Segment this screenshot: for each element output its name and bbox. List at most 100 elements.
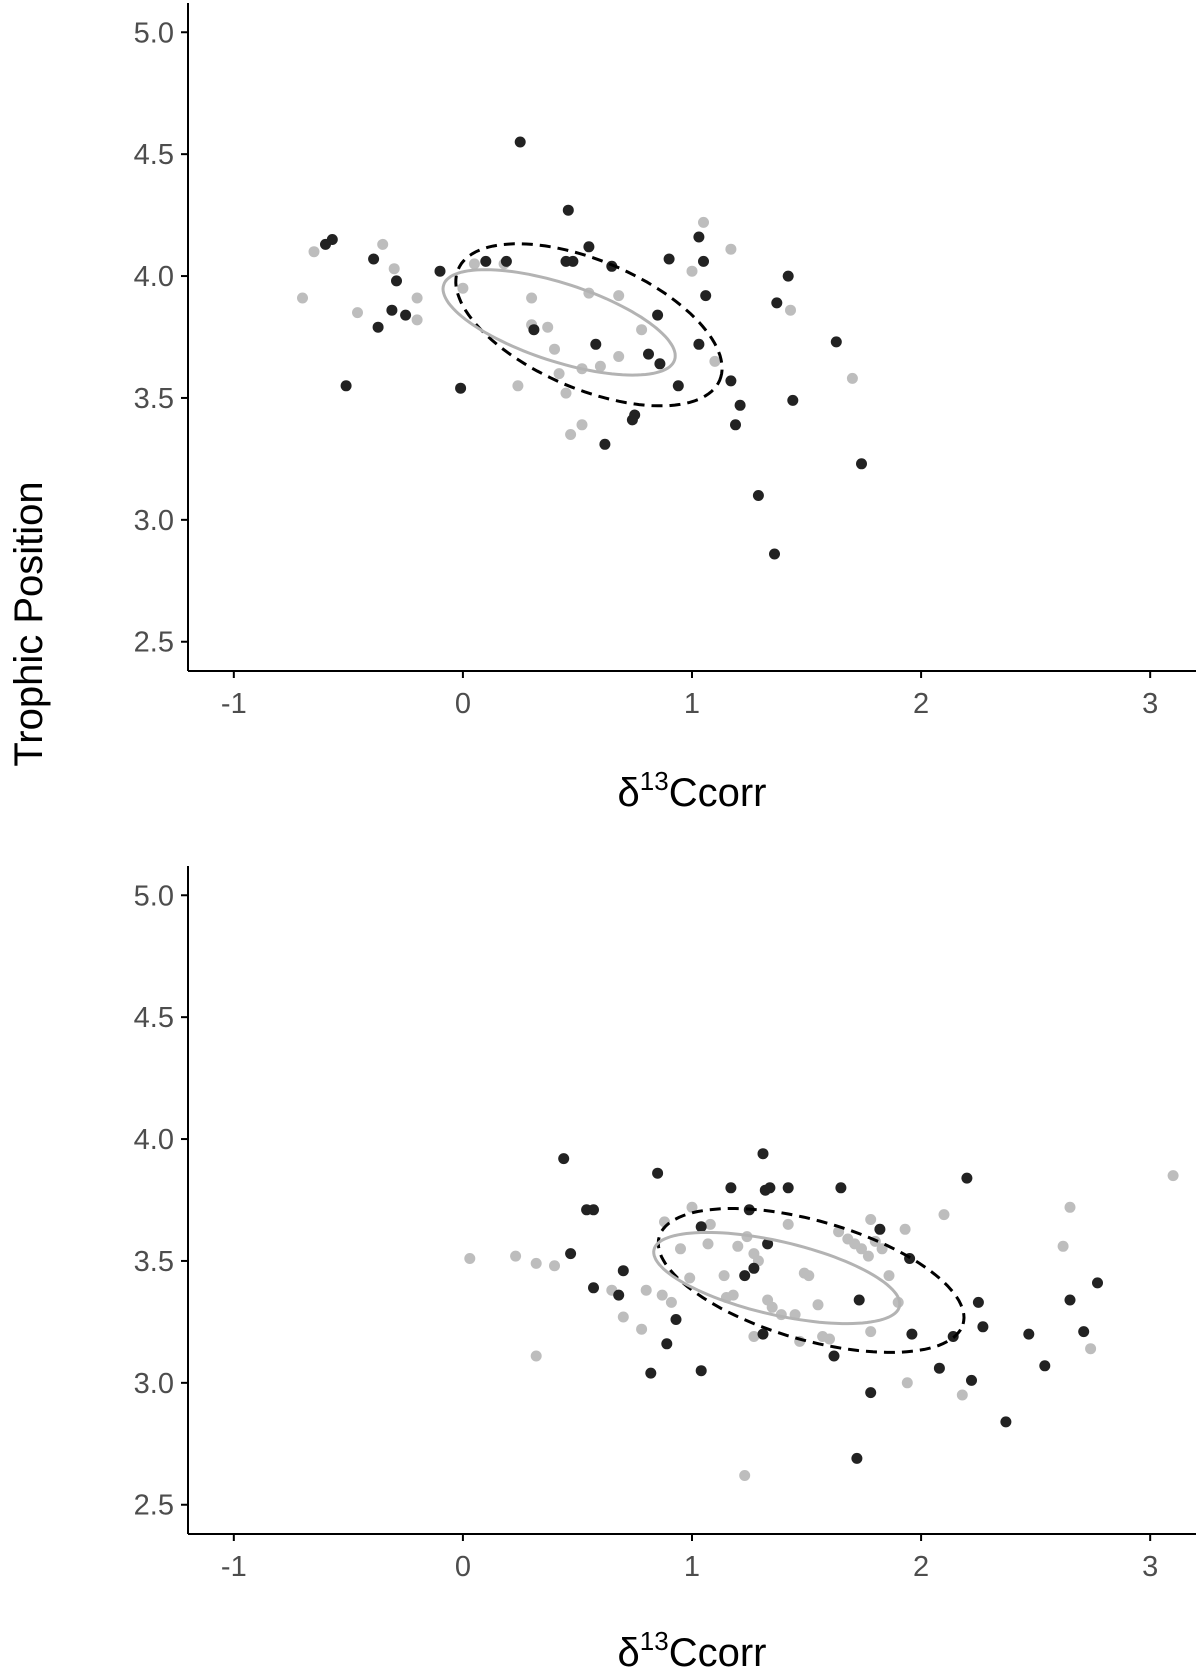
data-point-grey — [1085, 1343, 1097, 1355]
data-point-dark — [583, 241, 595, 253]
data-point-dark — [562, 204, 574, 216]
data-point-grey — [865, 1214, 877, 1225]
scatter-panel-top: 2.5 3.0 3.5 4.0 4.5 5.0 -1 0 1 2 3 δ13Ccorr — [134, 3, 1196, 815]
data-point-dark — [1023, 1328, 1035, 1340]
data-point-grey — [377, 238, 389, 250]
data-point-grey — [510, 1250, 522, 1262]
data-point-grey — [709, 355, 721, 367]
data-point-grey — [817, 1331, 829, 1342]
data-point-dark — [835, 1182, 847, 1194]
data-point-dark — [757, 1328, 769, 1340]
y-ticks-bottom: 2.5 3.0 3.5 4.0 4.5 5.0 — [134, 880, 188, 1522]
data-point-grey — [617, 1311, 629, 1323]
data-point-dark — [693, 338, 705, 350]
data-point-dark — [617, 1265, 629, 1277]
y-tick-label: 3.0 — [134, 1368, 174, 1400]
data-point-dark — [613, 1289, 625, 1301]
data-point-dark — [663, 253, 675, 265]
data-point-grey — [526, 292, 538, 304]
x-axis-title-top-prefix: δ — [618, 771, 640, 815]
scatter-panel-bottom: 2.5 3.0 3.5 4.0 4.5 5.0 -1 0 1 2 3 δ13Ccorr — [134, 866, 1196, 1672]
data-point-dark — [1039, 1360, 1051, 1372]
data-point-dark — [400, 309, 412, 321]
y-tick-label: 4.5 — [134, 139, 174, 171]
data-point-grey — [594, 360, 606, 372]
data-point-dark — [652, 309, 664, 321]
data-point-dark — [599, 438, 611, 450]
x-axis-top: -1 0 1 2 3 — [188, 670, 1196, 720]
data-point-dark — [672, 380, 684, 392]
data-point-dark — [977, 1321, 989, 1333]
data-point-grey — [560, 387, 572, 399]
data-point-grey — [938, 1209, 950, 1221]
data-point-grey — [803, 1270, 815, 1282]
data-point-grey — [862, 1250, 874, 1262]
y-tick-label: 3.5 — [134, 383, 174, 415]
data-point-grey — [899, 1223, 911, 1235]
data-point-dark — [966, 1374, 977, 1386]
y-axis-bottom: 2.5 3.0 3.5 4.0 4.5 5.0 — [134, 866, 189, 1534]
data-point-dark — [725, 375, 737, 387]
data-point-grey — [675, 1243, 686, 1255]
data-point-grey — [698, 216, 709, 228]
y-tick-label: 3.5 — [134, 1246, 174, 1278]
data-point-grey — [956, 1389, 968, 1401]
data-point-dark — [558, 1153, 570, 1165]
data-point-dark — [782, 1182, 794, 1194]
data-point-grey — [512, 380, 524, 392]
data-point-dark — [748, 1262, 760, 1274]
data-point-grey — [297, 292, 308, 304]
x-tick-label: 0 — [455, 688, 471, 720]
data-point-dark — [933, 1362, 945, 1374]
x-tick-label: 2 — [913, 688, 929, 720]
data-point-dark — [1092, 1277, 1103, 1289]
x-ticks-top: -1 0 1 2 3 — [221, 671, 1158, 720]
data-point-dark — [972, 1296, 984, 1308]
data-point-grey — [411, 314, 423, 326]
data-point-dark — [1078, 1326, 1090, 1338]
ellipse-dashed — [454, 242, 724, 408]
data-point-grey — [766, 1301, 778, 1313]
data-point-dark — [856, 458, 867, 470]
data-point-grey — [739, 1470, 751, 1481]
data-point-grey — [901, 1377, 913, 1389]
data-point-dark — [782, 270, 794, 282]
data-point-dark — [588, 1204, 599, 1216]
data-point-dark — [874, 1223, 886, 1235]
data-point-dark — [739, 1270, 751, 1282]
data-point-grey — [549, 1260, 560, 1272]
data-point-grey — [613, 290, 625, 302]
data-point-grey — [468, 258, 480, 270]
data-point-grey — [640, 1284, 652, 1296]
data-point-dark — [645, 1367, 657, 1379]
x-ticks-bottom: -1 0 1 2 3 — [221, 1534, 1158, 1583]
data-point-grey — [865, 1326, 877, 1338]
data-point-grey — [457, 282, 469, 294]
data-point-dark — [851, 1452, 863, 1464]
y-tick-label: 5.0 — [134, 880, 174, 912]
data-point-grey — [530, 1257, 542, 1269]
ellipse-layer-bottom — [652, 1207, 966, 1354]
data-point-grey — [704, 1218, 716, 1230]
data-point-dark — [654, 358, 666, 370]
data-point-grey — [1064, 1201, 1076, 1213]
ellipse-layer-top — [441, 242, 724, 408]
data-point-dark — [764, 1182, 776, 1194]
x-tick-label: -1 — [221, 1551, 247, 1583]
data-point-dark — [771, 297, 783, 309]
data-point-dark — [698, 255, 709, 267]
data-point-grey — [308, 246, 320, 258]
data-point-dark — [853, 1294, 865, 1306]
data-point-grey — [464, 1253, 476, 1264]
data-point-grey — [1167, 1170, 1179, 1182]
data-point-dark — [961, 1172, 973, 1184]
x-tick-label: 3 — [1142, 688, 1158, 720]
data-point-dark — [514, 136, 526, 148]
data-point-dark — [769, 548, 780, 560]
data-point-dark — [752, 490, 764, 501]
ellipse-solid — [652, 1230, 902, 1326]
data-point-dark — [480, 255, 492, 267]
data-point-dark — [906, 1328, 918, 1340]
data-point-dark — [762, 1238, 774, 1250]
data-point-grey — [553, 368, 565, 380]
